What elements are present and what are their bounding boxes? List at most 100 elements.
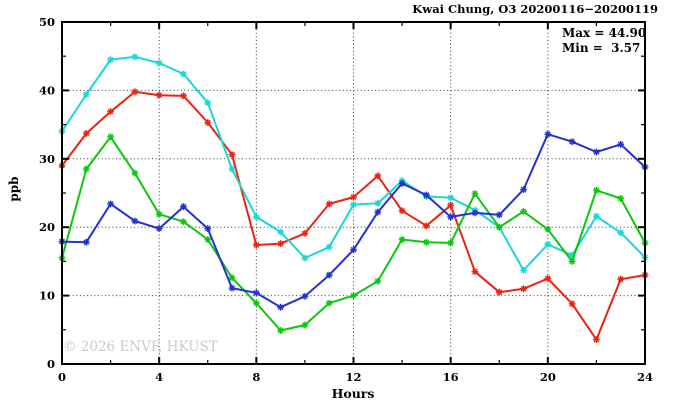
series-day-green-marker [617, 195, 624, 202]
series-day-blue-marker [107, 201, 114, 207]
series-day-blue-marker [326, 272, 333, 278]
series-day-cyan-marker [83, 91, 90, 98]
y-axis-label: ppb [7, 176, 21, 202]
series-day-red-line [61, 90, 646, 341]
series-day-blue-marker [472, 209, 478, 216]
series-day-green-marker [107, 134, 114, 140]
series-day-green-marker [447, 240, 454, 246]
series-day-red-marker [593, 336, 600, 343]
x-tick-label: 0 [58, 370, 66, 384]
y-tick-label: 50 [39, 15, 55, 29]
max-value-label: Max = 44.90 [562, 26, 647, 40]
series-day-cyan-marker [131, 53, 138, 60]
series-day-green-marker [253, 300, 260, 307]
series-day-red-marker [447, 202, 454, 209]
series-day-blue-marker [350, 246, 357, 253]
series-day-red-marker [569, 300, 576, 307]
series-day-red-marker [156, 92, 163, 99]
series-day-blue-marker [399, 180, 405, 187]
series-day-green-marker [374, 278, 381, 285]
series-day-red-marker [204, 119, 211, 126]
min-value-label: Min = 3.57 [562, 41, 641, 55]
series-day-blue-marker [520, 186, 527, 193]
series-day-red-marker [496, 289, 503, 296]
series-day-cyan-marker [447, 194, 454, 201]
series-day-blue-marker [423, 192, 430, 198]
series-day-red-marker [131, 88, 138, 95]
series-day-cyan-marker [253, 214, 260, 220]
x-tick-label: 24 [637, 370, 653, 384]
series-day-cyan-marker [350, 201, 357, 208]
series-day-green-marker [423, 239, 430, 246]
series-day-blue-marker [83, 239, 90, 246]
series-day-green-marker [277, 327, 284, 334]
series-day-cyan-marker [593, 213, 600, 220]
y-tick-label: 10 [39, 289, 55, 303]
x-axis-label: Hours [331, 386, 375, 401]
series-day-red-marker [350, 194, 357, 200]
series-day-cyan-marker [229, 166, 235, 172]
x-tick-label: 20 [540, 370, 556, 384]
series-day-green-marker [326, 300, 333, 307]
series-day-red-marker [472, 268, 478, 275]
y-tick-label: 40 [39, 83, 55, 97]
series-day-green-marker [204, 236, 211, 243]
series-day-blue-marker [544, 131, 551, 138]
series-day-cyan-marker [617, 229, 624, 236]
series-day-cyan-marker [204, 99, 211, 106]
series-day-blue-marker [593, 149, 600, 155]
series-day-red-marker [423, 222, 430, 229]
x-tick-label: 8 [252, 370, 260, 384]
series-day-red-marker [253, 242, 260, 248]
series-day-blue-marker [131, 218, 138, 224]
y-tick-label: 0 [47, 357, 55, 371]
series-day-red-marker [399, 207, 405, 214]
series-day-cyan-marker [374, 200, 381, 207]
series-day-green-marker [472, 190, 478, 197]
series-day-blue-marker [156, 225, 163, 232]
series-day-blue-marker [204, 225, 211, 232]
series-day-cyan-marker [520, 267, 527, 274]
series-day-green-marker [131, 170, 138, 177]
series-day-cyan-marker [156, 60, 163, 66]
x-tick-label: 16 [443, 370, 459, 384]
chart-title: Kwai Chung, O3 20200116−20200119 [412, 2, 658, 16]
y-tick-label: 20 [39, 220, 55, 234]
series-day-green-marker [156, 211, 163, 218]
series-day-red-marker [180, 92, 187, 99]
series-day-green-marker [569, 258, 576, 265]
series-day-red-marker [374, 173, 381, 179]
series-day-cyan-marker [302, 255, 308, 261]
watermark: © 2026 ENVF, HKUST [63, 339, 218, 355]
series-day-green-marker [302, 322, 308, 328]
series-day-blue-marker [253, 289, 260, 296]
series-day-cyan-marker [326, 244, 333, 250]
series-day-red-marker [229, 151, 235, 158]
series-day-green-marker [496, 224, 503, 231]
series-day-blue-marker [180, 203, 187, 210]
series-day-red-marker [326, 201, 333, 207]
series-day-green-marker [83, 166, 90, 172]
series-day-green-marker [229, 274, 235, 281]
series-day-red-marker [544, 275, 551, 282]
series-day-green-marker [399, 236, 405, 243]
series-day-green-marker [520, 208, 527, 215]
series-day-blue-marker [569, 138, 576, 145]
series-day-red-marker [617, 276, 624, 283]
x-tick-label: 4 [155, 370, 163, 384]
series-day-red-marker [302, 230, 308, 237]
series-day-red-marker [277, 240, 284, 247]
series-day-green-marker [180, 218, 187, 225]
series-day-green-marker [544, 226, 551, 233]
series-day-cyan-marker [180, 71, 187, 77]
series-day-green-marker [350, 292, 357, 299]
series-day-blue-marker [374, 209, 381, 216]
series-day-blue-marker [617, 141, 624, 148]
series-day-cyan-marker [544, 241, 551, 248]
series-day-cyan-marker [277, 229, 284, 235]
series-day-red-marker [107, 108, 114, 115]
x-tick-label: 12 [345, 370, 361, 384]
series-day-blue-marker [277, 304, 284, 311]
